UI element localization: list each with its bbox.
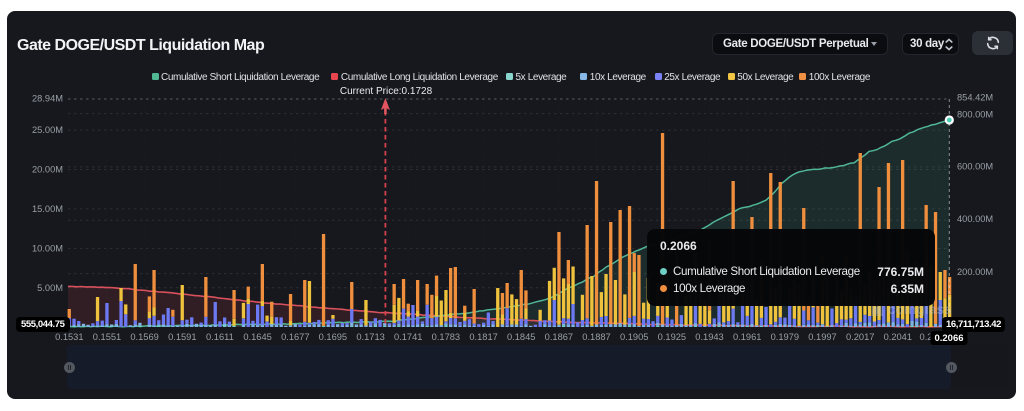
svg-text:0.1531: 0.1531 [55,332,83,342]
svg-text:200.00M: 200.00M [957,267,993,277]
svg-text:0.2: 0.2 [920,332,933,342]
svg-text:15.00M: 15.00M [32,204,63,214]
svg-text:800.00M: 800.00M [957,110,993,120]
svg-text:25.00M: 25.00M [32,125,63,135]
svg-text:0.1551: 0.1551 [93,332,121,342]
svg-text:0.1845: 0.1845 [507,332,535,342]
svg-text:0.1591: 0.1591 [168,332,196,342]
svg-text:0.1979: 0.1979 [771,332,799,342]
svg-text:0.1817: 0.1817 [469,332,497,342]
svg-text:10.00M: 10.00M [32,243,63,253]
svg-text:0.1997: 0.1997 [808,332,836,342]
svg-text:20.00M: 20.00M [32,165,63,175]
svg-text:0.1783: 0.1783 [432,332,460,342]
svg-text:28.94M: 28.94M [32,94,63,104]
svg-text:0.2017: 0.2017 [846,332,874,342]
svg-text:0.1645: 0.1645 [243,332,271,342]
svg-text:0.2041: 0.2041 [884,332,912,342]
svg-text:0.1867: 0.1867 [545,332,573,342]
svg-text:600.00M: 600.00M [957,162,993,172]
svg-text:0.1741: 0.1741 [394,332,422,342]
svg-text:0.1961: 0.1961 [733,332,761,342]
svg-text:0.1925: 0.1925 [658,332,686,342]
svg-text:0.1943: 0.1943 [695,332,723,342]
svg-text:0.1905: 0.1905 [620,332,648,342]
svg-text:0.1695: 0.1695 [319,332,347,342]
svg-text:400.00M: 400.00M [957,214,993,224]
svg-text:0.1569: 0.1569 [130,332,158,342]
svg-text:0.1611: 0.1611 [206,332,234,342]
svg-text:854.42M: 854.42M [957,93,993,103]
svg-text:0.1887: 0.1887 [582,332,610,342]
svg-text:5.00M: 5.00M [37,283,63,293]
svg-text:0.1677: 0.1677 [281,332,309,342]
svg-text:0.1713: 0.1713 [356,332,384,342]
